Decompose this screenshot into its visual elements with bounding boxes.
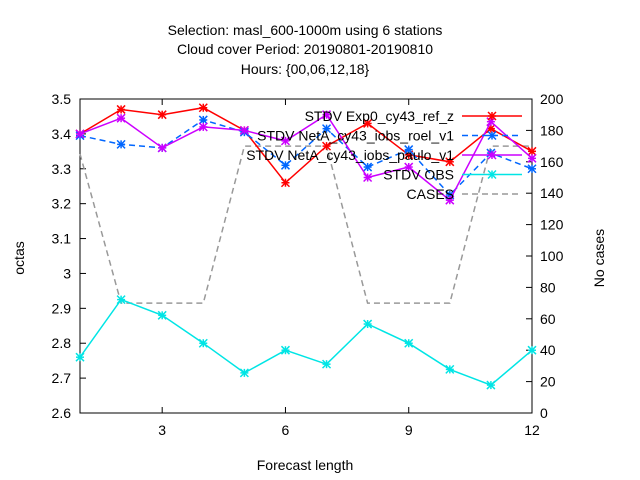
- series-3-point: [157, 310, 167, 320]
- legend-entry-1-marker: [487, 130, 497, 141]
- y2-tick-label: 20: [540, 374, 556, 390]
- y-tick-label: 3.3: [52, 161, 72, 177]
- y-tick-label: 2.9: [52, 300, 72, 316]
- series-3-point: [486, 380, 496, 390]
- legend-entry-2-marker: [487, 150, 497, 160]
- series-0-point: [445, 157, 455, 167]
- chart-title: Selection: masl_600-1000m using 6 statio…: [168, 22, 443, 77]
- series-3: [75, 295, 537, 390]
- y-axis-label: octas: [11, 241, 27, 274]
- x-tick-label: 6: [282, 422, 290, 438]
- legend-entry-2: STDV NetA_cy43_iobs_paulo_v1: [246, 147, 522, 163]
- series-4: [79, 145, 532, 304]
- legend-entry-0: STDV Exp0_cy43_ref_z: [305, 108, 522, 124]
- y2-tick-label: 120: [540, 217, 564, 233]
- y-tick-label: 3: [63, 265, 71, 281]
- legend-entry-4: CASES: [407, 186, 522, 202]
- y2-tick-label: 140: [540, 185, 564, 201]
- series-3-point: [198, 338, 208, 348]
- y-tick-label: 3.4: [52, 126, 72, 142]
- series-2-point: [239, 125, 249, 135]
- series-2-point: [198, 122, 208, 132]
- series-1-point: [116, 139, 126, 149]
- series-2-point: [404, 162, 414, 172]
- series-3-point: [363, 319, 373, 329]
- legend: STDV Exp0_cy43_ref_z STDV NetA_cy43_iobs_…: [246, 108, 522, 202]
- series-3-point: [116, 295, 126, 305]
- chart-title-line-2: Cloud cover Period: 20190801-20190810: [177, 41, 433, 57]
- y2-tick-label: 180: [540, 122, 564, 138]
- y-tick-label: 3.5: [52, 91, 72, 107]
- series-2-point: [157, 143, 167, 153]
- series-0-point: [198, 103, 208, 113]
- series-3-point: [322, 359, 332, 369]
- series-2-point: [75, 129, 85, 139]
- series-1-point: [322, 124, 332, 134]
- series-3-point: [527, 345, 537, 355]
- series-3-point: [404, 338, 414, 348]
- legend-entry-3-marker: [487, 169, 497, 180]
- series-0-point: [322, 141, 332, 151]
- y2-tick-label: 80: [540, 279, 556, 295]
- series-3-line: [79, 298, 533, 386]
- y-tick-label: 2.6: [52, 405, 72, 421]
- series-2-point: [322, 110, 332, 120]
- series-0-point: [363, 118, 373, 128]
- y2-tick-label: 200: [540, 91, 564, 107]
- y2-tick-label: 100: [540, 248, 564, 264]
- series-2-point: [527, 153, 537, 163]
- series-2-point: [116, 113, 126, 123]
- series-0-line: [79, 106, 533, 184]
- series-3-point: [445, 364, 455, 374]
- series-0-point: [527, 146, 537, 156]
- legend-entry-0-label: STDV Exp0_cy43_ref_z: [305, 108, 454, 124]
- x-tick-label: 3: [158, 422, 166, 438]
- y-tick-label: 2.7: [52, 370, 72, 386]
- legend-entry-0-marker: [487, 111, 497, 121]
- y2-tick-label: 160: [540, 154, 564, 170]
- y2-tick-label: 60: [540, 311, 556, 327]
- legend-entry-2-label: STDV NetA_cy43_iobs_paulo_v1: [246, 147, 454, 163]
- series-0-point: [157, 110, 167, 120]
- series-lines: [75, 103, 537, 390]
- y2-axis-label: No cases: [591, 229, 607, 287]
- x-tick-label: 9: [405, 422, 413, 438]
- x-axis-label: Forecast length: [257, 457, 354, 473]
- legend-entry-4-label: CASES: [407, 186, 454, 202]
- series-2-point: [280, 136, 290, 146]
- axes: 2.6 2.7 2.8 2.9 3 3.1 3.2 3.3 3.4 3.5 0 20 40 60 80 100…: [52, 91, 564, 438]
- series-3-point: [239, 368, 249, 378]
- y-tick-label: 3.2: [52, 196, 72, 212]
- series-2: [75, 110, 537, 205]
- series-4-line: [79, 145, 532, 304]
- legend-entry-1-label: STDV NetA_cy43_iobs_roel_v1: [257, 128, 454, 144]
- series-0-point: [116, 104, 126, 114]
- y2-tick-label: 40: [540, 342, 556, 358]
- series-1-point: [404, 145, 414, 155]
- y-tick-label: 2.8: [52, 335, 72, 351]
- series-0-point: [280, 178, 290, 188]
- series-3-point: [280, 345, 290, 355]
- y-tick-label: 3.1: [52, 231, 72, 247]
- series-1-point: [198, 115, 208, 125]
- chart-title-line-1: Selection: masl_600-1000m using 6 statio…: [168, 22, 443, 38]
- series-2-point: [363, 172, 373, 183]
- y2-tick-label: 0: [540, 405, 548, 421]
- legend-entry-1: STDV NetA_cy43_iobs_roel_v1: [257, 128, 522, 144]
- series-2-point: [445, 195, 455, 205]
- legend-entry-3-label: STDV OBS: [383, 167, 454, 183]
- series-1-point: [280, 160, 290, 170]
- series-2-line: [79, 113, 533, 202]
- series-1-point: [527, 164, 537, 174]
- x-tick-label: 12: [524, 422, 540, 438]
- legend-entry-3: STDV OBS: [383, 167, 522, 183]
- chart-title-line-3: Hours: {00,06,12,18}: [241, 61, 370, 77]
- series-3-point: [75, 352, 85, 362]
- series-1-point: [363, 162, 373, 172]
